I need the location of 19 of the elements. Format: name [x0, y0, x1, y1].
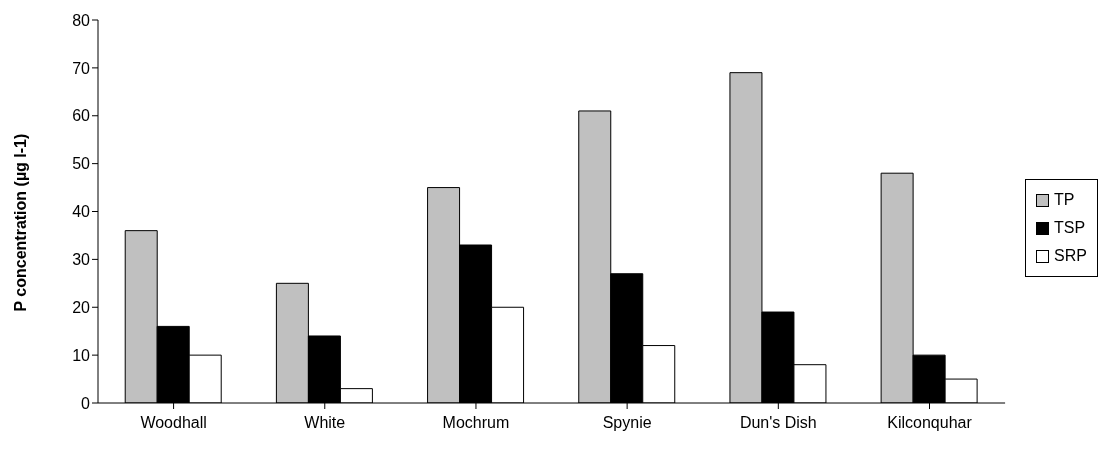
- legend-label: TP: [1054, 190, 1075, 210]
- y-tick-label: 30: [72, 251, 91, 269]
- legend-label: TSP: [1054, 218, 1086, 238]
- x-tick-label: Woodhall: [140, 414, 207, 432]
- y-tick-label: 40: [72, 203, 91, 221]
- x-tick-label: White: [304, 414, 346, 432]
- y-tick-label: 80: [72, 11, 91, 29]
- legend-label: SRP: [1054, 246, 1087, 266]
- x-tick-label: Mochrum: [442, 414, 510, 432]
- y-tick-label: 60: [72, 107, 91, 125]
- x-tick-label: Dun's Dish: [739, 414, 817, 432]
- y-axis-title: P concentration (µg l-1): [11, 133, 29, 312]
- x-tick-label: Spynie: [602, 414, 652, 432]
- y-tick-label: 70: [72, 59, 91, 77]
- y-tick-label: 20: [72, 298, 91, 316]
- y-tick-label: 50: [72, 155, 91, 173]
- y-tick-label: 10: [72, 346, 91, 364]
- y-tick-label: 0: [81, 394, 91, 412]
- x-tick-label: Kilconquhar: [887, 414, 973, 432]
